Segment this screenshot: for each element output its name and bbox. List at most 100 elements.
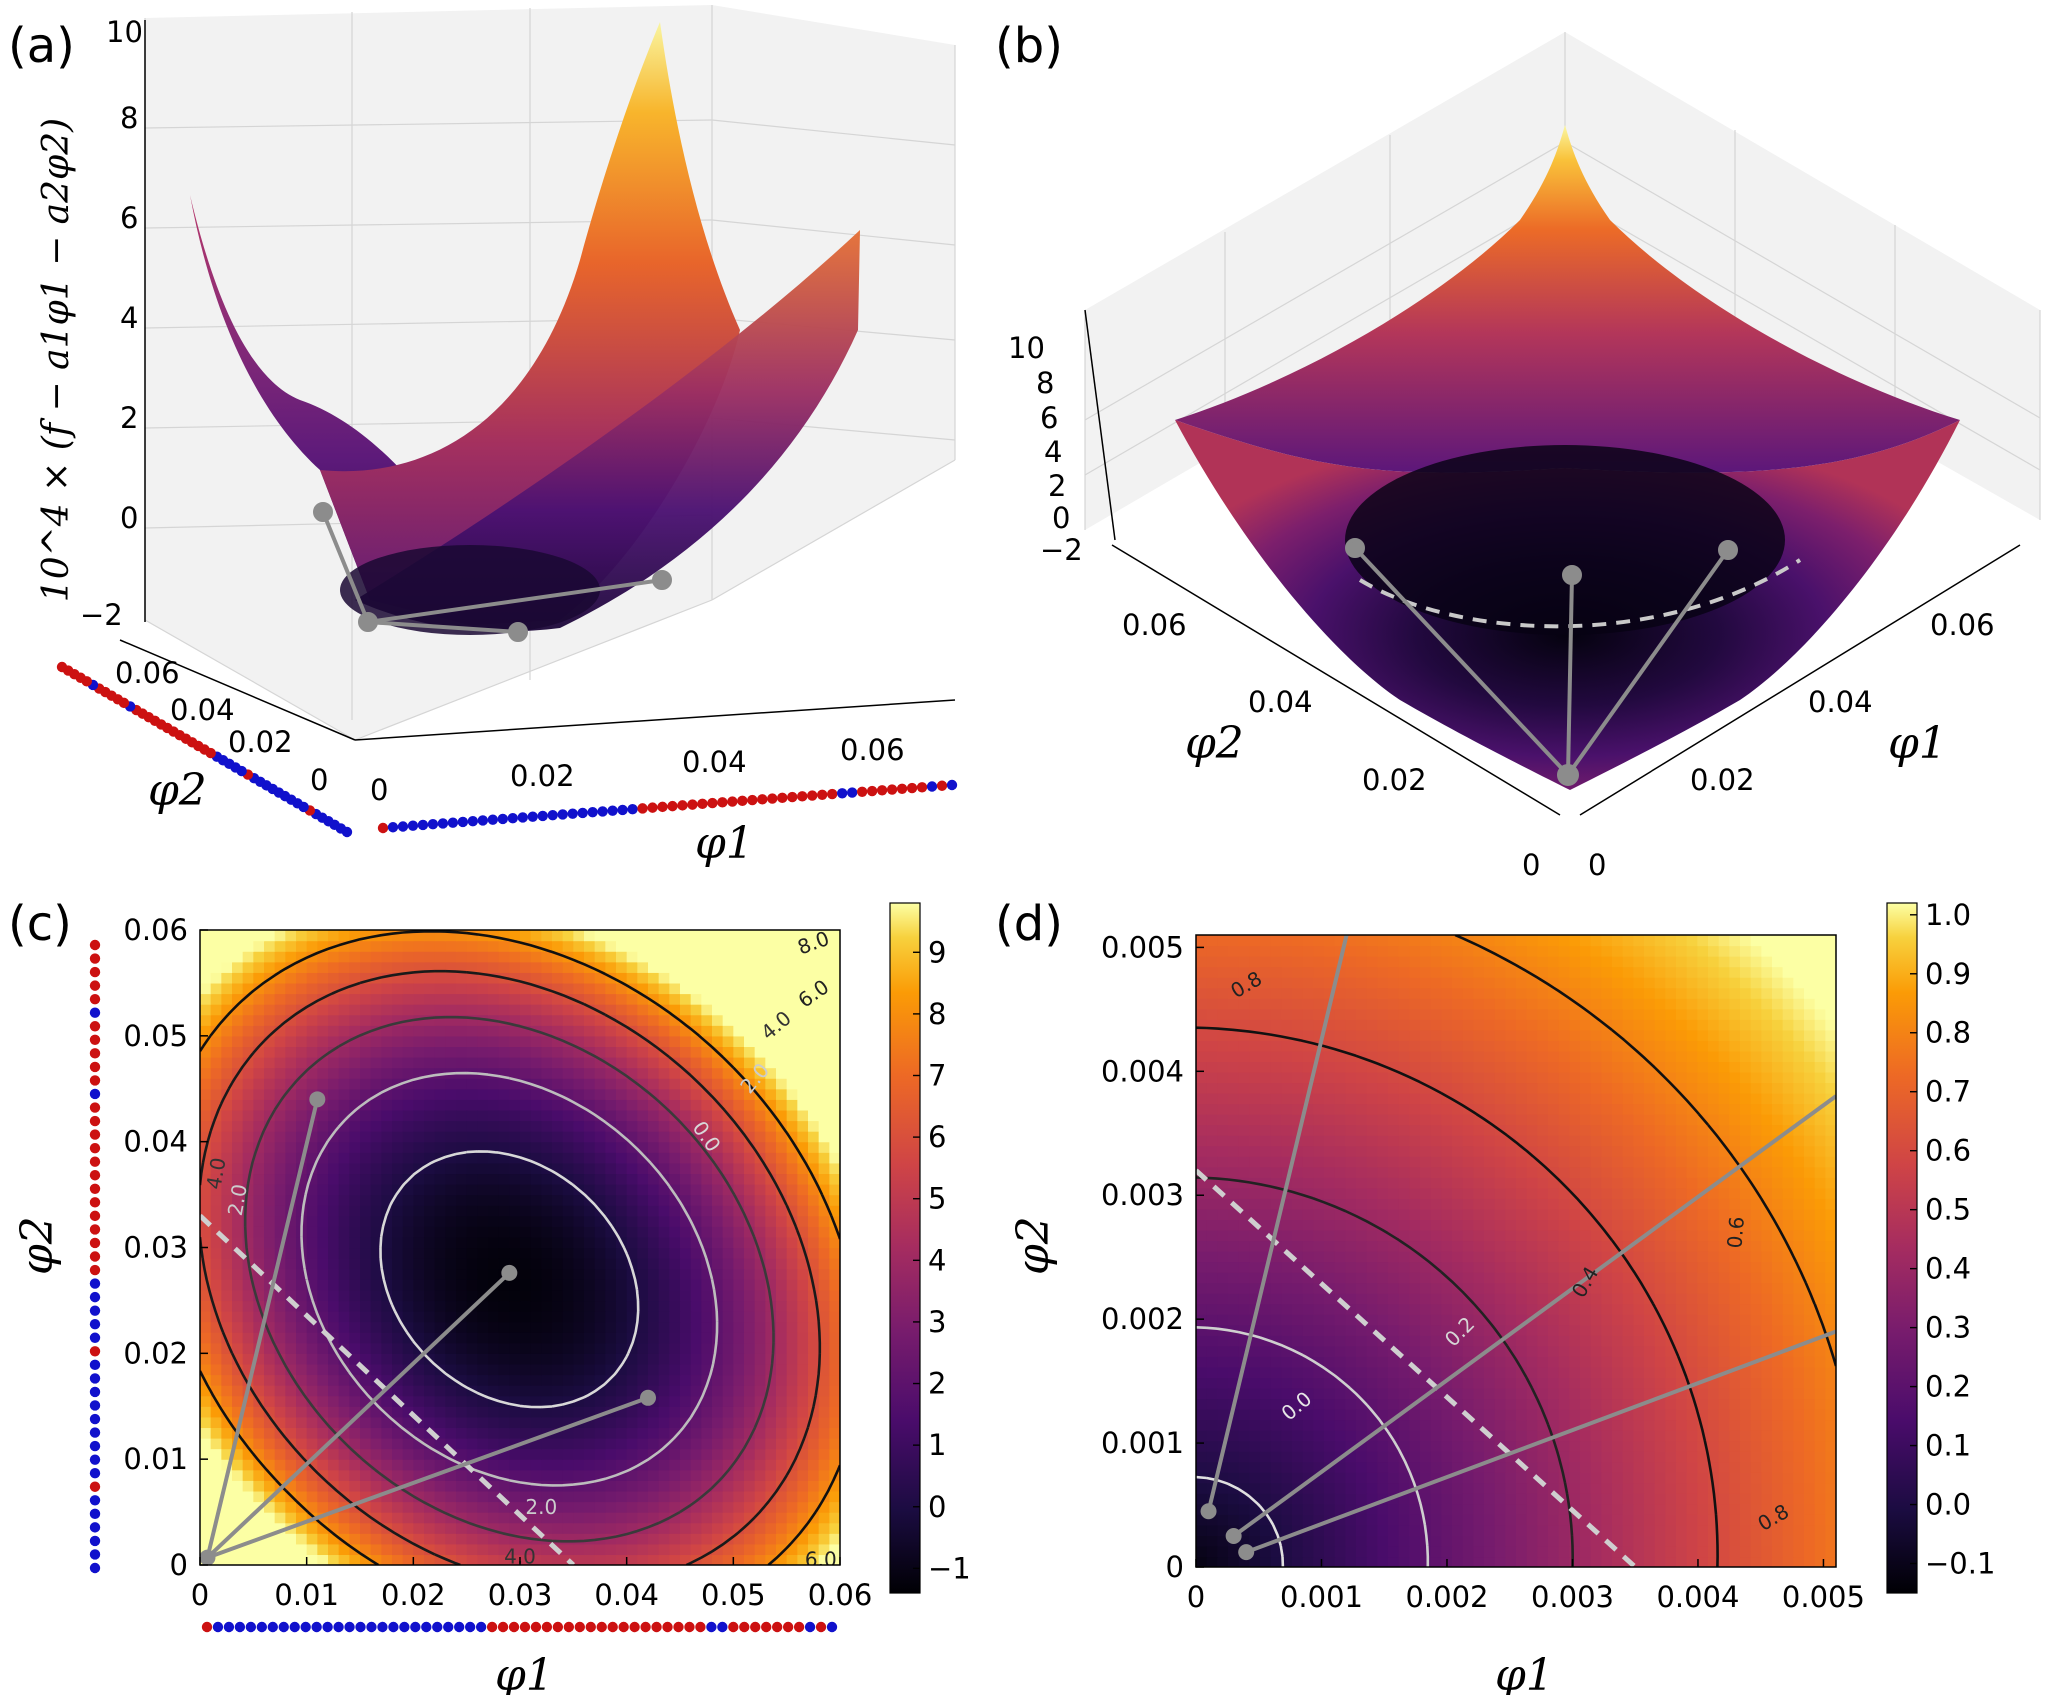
heat-cell (616, 1014, 628, 1026)
heat-cell (605, 1141, 617, 1153)
heat-cell (509, 1522, 521, 1534)
panel-d: (d) 0.00.20.40.60.80.8 0 0.001 0.002 0.003 0… (995, 896, 1995, 1695)
heat-cell (786, 1078, 798, 1090)
heat-cell (680, 1395, 692, 1407)
heat-cell (680, 1279, 692, 1291)
heat-cell (349, 1046, 361, 1058)
heat-cell (360, 1078, 372, 1090)
heat-cell (1505, 1440, 1517, 1452)
heat-cell (541, 1543, 553, 1556)
heat-cell (274, 1046, 286, 1058)
heat-cell (754, 1025, 766, 1037)
a-x-phase-dot (737, 795, 748, 807)
heat-cell (264, 1067, 276, 1079)
heat-cell (829, 1385, 840, 1397)
heat-cell (722, 1480, 734, 1492)
heat-cell (690, 1078, 702, 1090)
heat-cell (274, 951, 286, 963)
heat-cell (797, 1406, 809, 1418)
heat-cell (221, 1014, 233, 1026)
heat-cell (1601, 1472, 1613, 1484)
heat-cell (1196, 1493, 1208, 1505)
heat-cell (1654, 1535, 1666, 1547)
heat-cell (413, 1311, 425, 1323)
heat-cell (808, 1480, 820, 1492)
heat-cell (445, 1258, 457, 1270)
heat-cell (584, 1342, 596, 1354)
heat-cell (786, 1543, 798, 1556)
heat-cell (637, 1236, 649, 1249)
heat-cell (1622, 1461, 1634, 1473)
heat-cell (616, 1459, 628, 1471)
heat-cell (701, 1406, 713, 1418)
heat-cell (530, 1321, 542, 1333)
heat-cell (232, 993, 244, 1005)
heat-cell (1377, 1482, 1389, 1494)
heat-cell (541, 1533, 553, 1545)
heat-cell (1345, 1419, 1357, 1431)
heat-cell (786, 1025, 798, 1037)
heat-cell (242, 1099, 254, 1111)
heat-cell (466, 1448, 478, 1460)
heat-cell (1345, 1535, 1357, 1547)
heat-cell (306, 972, 318, 984)
heat-cell (349, 961, 361, 973)
heat-cell (712, 1194, 724, 1206)
heat-cell (520, 1427, 532, 1439)
heat-cell (680, 1236, 692, 1249)
heat-cell (381, 1543, 393, 1556)
heat-cell (552, 1385, 564, 1397)
heat-cell (530, 993, 542, 1005)
heat-cell (520, 1363, 532, 1376)
heat-cell (1462, 1493, 1474, 1505)
heat-cell (754, 1226, 766, 1238)
heat-cell (584, 1236, 596, 1249)
heat-cell (1516, 1398, 1528, 1410)
heat-cell (616, 1194, 628, 1206)
heat-cell (616, 1057, 628, 1069)
heat-cell (328, 1300, 340, 1312)
heat-cell (1633, 1493, 1645, 1505)
heat-cell (370, 1448, 382, 1460)
heat-cell (264, 1416, 276, 1429)
heat-cell (285, 1014, 297, 1026)
heat-cell (776, 1025, 788, 1037)
heat-cell (381, 1406, 393, 1418)
a-x-phase-dot (936, 780, 948, 791)
heat-cell (285, 1342, 297, 1354)
heat-cell (1548, 1545, 1560, 1558)
heat-cell (456, 1469, 468, 1481)
heat-cell (221, 1141, 233, 1153)
heat-cell (744, 930, 756, 942)
heat-cell (520, 1205, 532, 1217)
heat-cell (1526, 1482, 1538, 1494)
a-x-phase-dot (617, 804, 628, 816)
heat-cell (328, 1035, 340, 1048)
heat-cell (413, 1184, 425, 1196)
heat-cell (242, 1120, 254, 1132)
heat-cell (296, 1289, 308, 1302)
a-x-phase-dot (487, 814, 499, 825)
heat-cell (264, 1120, 276, 1132)
heat-cell (445, 1490, 457, 1503)
heat-cell (669, 1395, 681, 1407)
heat-cell (306, 1078, 318, 1090)
heat-cell (477, 1141, 489, 1153)
heat-cell (786, 1374, 798, 1386)
heat-cell (744, 1427, 756, 1439)
heat-cell (306, 1427, 318, 1439)
heat-cell (541, 1035, 553, 1048)
heat-cell (637, 1459, 649, 1471)
heat-cell (232, 1385, 244, 1397)
heat-cell (648, 1109, 660, 1122)
heat-cell (818, 1215, 830, 1227)
heat-cell (1398, 1409, 1410, 1421)
c-y-phase-dot (89, 1264, 101, 1276)
heat-cell (722, 1046, 734, 1058)
heat-cell (626, 1311, 638, 1323)
heat-cell (221, 1215, 233, 1227)
heat-cell (242, 1300, 254, 1312)
heat-cell (669, 1554, 681, 1565)
heat-cell (1782, 1409, 1794, 1421)
heat-cell (808, 993, 820, 1005)
